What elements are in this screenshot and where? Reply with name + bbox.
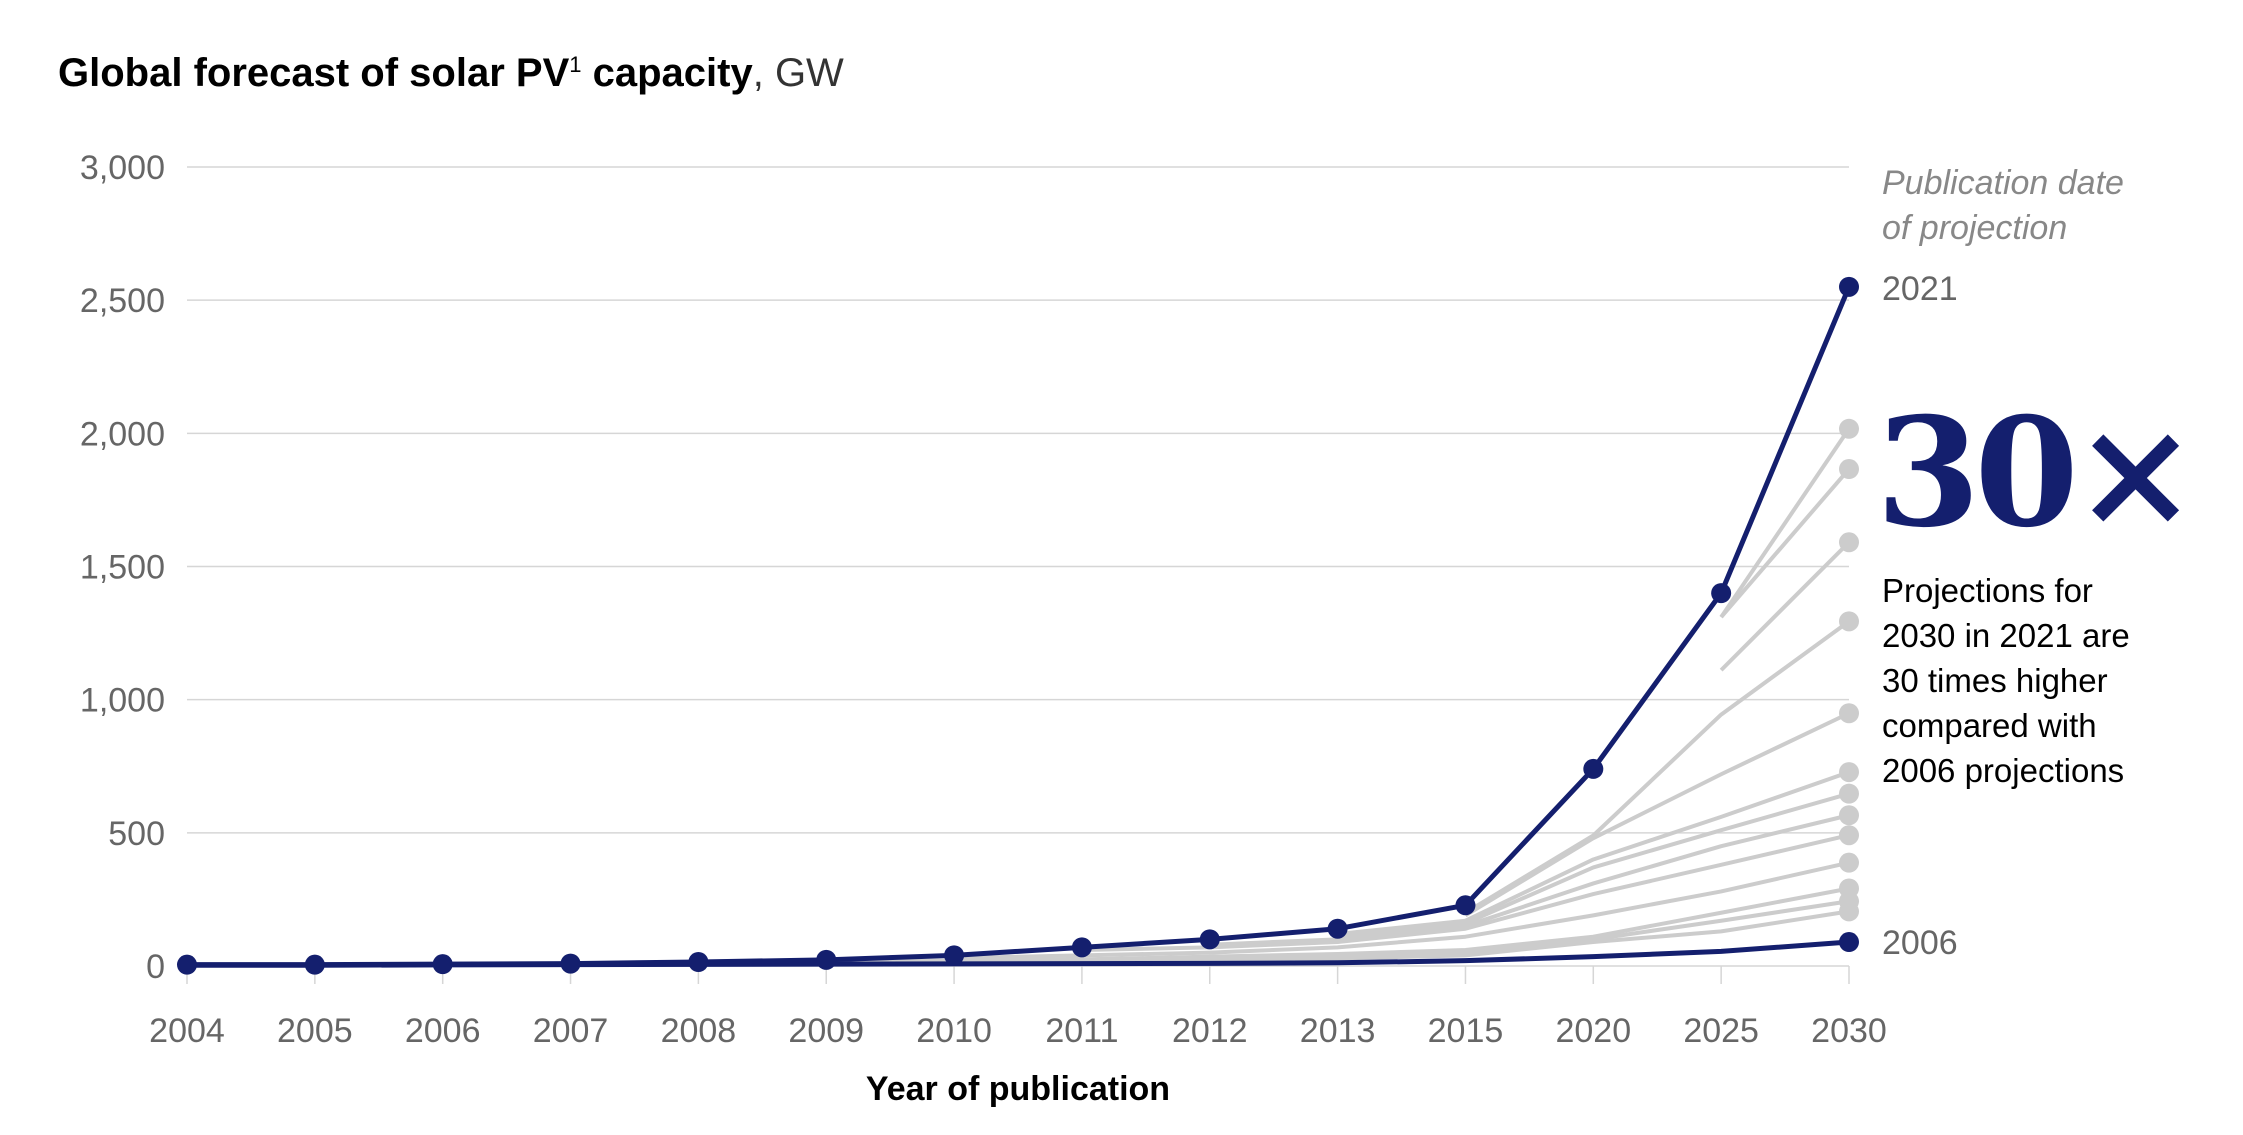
- series-line: [1081, 833, 1850, 953]
- chart-title-superscript: 1: [569, 52, 581, 77]
- y-tick-label: 500: [108, 815, 165, 853]
- data-point: [1839, 783, 1859, 804]
- chart-title: Global forecast of solar PV1 capacity, G…: [58, 51, 844, 95]
- data-point: [816, 949, 837, 970]
- data-point: [944, 945, 965, 966]
- x-tick-label: 2006: [405, 1012, 481, 1050]
- data-point: [1583, 758, 1604, 779]
- series-line: [1209, 813, 1850, 947]
- data-point: [1839, 459, 1859, 480]
- data-point: [1071, 937, 1092, 958]
- data-point: [1839, 901, 1859, 922]
- x-tick-label: 2005: [277, 1012, 353, 1050]
- x-tick-label: 2007: [533, 1012, 609, 1050]
- data-point: [432, 954, 453, 975]
- legend-heading-line2: of projection: [1882, 209, 2067, 247]
- y-tick-label: 3,000: [80, 149, 165, 187]
- series-projection: [1719, 532, 1859, 672]
- highlight-series-group: [177, 276, 1859, 975]
- x-tick-label: 2020: [1555, 1012, 1631, 1050]
- x-tick-label: 2004: [149, 1012, 225, 1050]
- data-point: [1839, 276, 1859, 297]
- x-tick-label: 2009: [788, 1012, 864, 1050]
- x-tick-label: 2008: [661, 1012, 737, 1050]
- callout-line2: 2030 in 2021 are: [1882, 617, 2130, 654]
- series-projection: [1209, 805, 1859, 947]
- data-point: [1839, 418, 1859, 439]
- data-point: [1839, 805, 1859, 826]
- data-point: [1839, 532, 1859, 553]
- grey-series-group: [570, 418, 1859, 966]
- callout-line1: Projections for: [1882, 572, 2093, 609]
- data-point: [560, 953, 581, 974]
- data-point: [688, 952, 709, 973]
- series-line: [1719, 427, 1851, 619]
- x-tick-label: 2013: [1300, 1012, 1376, 1050]
- callout-line5: 2006 projections: [1882, 752, 2124, 789]
- series-line: [1464, 619, 1851, 915]
- data-point: [1839, 932, 1859, 953]
- callout-line3: 30 times higher: [1882, 662, 2108, 699]
- series-projection: [1719, 459, 1859, 619]
- legend-heading-line1: Publication date: [1882, 164, 2124, 202]
- x-tick-label: 2030: [1811, 1012, 1887, 1050]
- data-point: [177, 954, 197, 975]
- callout-30x: 30×: [1876, 385, 2192, 561]
- y-axis-ticks: 0 500 1,000 1,500 2,000 2,500 3,000: [80, 149, 165, 986]
- data-point: [1711, 583, 1732, 604]
- series-label-2006: 2006: [1882, 924, 1958, 962]
- x-tick-label: 2010: [916, 1012, 992, 1050]
- series-line: [187, 285, 1852, 968]
- data-point: [1839, 703, 1859, 724]
- series-line: [1464, 711, 1850, 918]
- x-tick-label: 2025: [1683, 1012, 1759, 1050]
- y-tick-label: 2,500: [80, 282, 165, 320]
- series-line: [954, 860, 1850, 961]
- y-tick-label: 0: [146, 948, 165, 986]
- series-projection: [954, 852, 1859, 961]
- series-projection: [1337, 762, 1859, 937]
- series-line: [1719, 540, 1851, 672]
- data-point: [1839, 825, 1859, 846]
- series-projection: [1337, 783, 1859, 939]
- callout-line4: compared with: [1882, 707, 2097, 744]
- series-2021: [177, 276, 1859, 975]
- data-point: [1839, 852, 1859, 873]
- series-projection: [1719, 418, 1859, 619]
- series-projection: [1464, 611, 1859, 915]
- x-tick-label: 2015: [1428, 1012, 1504, 1050]
- x-axis-label: Year of publication: [866, 1070, 1170, 1108]
- data-point: [304, 954, 325, 975]
- series-projection: [1464, 703, 1859, 918]
- data-point: [1455, 895, 1476, 916]
- y-tick-label: 2,000: [80, 415, 165, 453]
- x-tick-label: 2011: [1045, 1012, 1118, 1050]
- data-point: [1327, 918, 1348, 939]
- y-tick-label: 1,000: [80, 682, 165, 720]
- series-line: [1719, 467, 1851, 619]
- chart-title-rest: capacity: [582, 51, 754, 95]
- series-line: [1337, 791, 1850, 939]
- x-axis-ticks: 2004 2005 2006 2007 2008 2009 2010 2011 2012 2013…: [149, 966, 1887, 1050]
- data-point: [1199, 929, 1220, 950]
- series-label-2021: 2021: [1882, 270, 1958, 308]
- data-point: [1839, 762, 1859, 783]
- x-tick-label: 2012: [1172, 1012, 1248, 1050]
- chart-title-unit: , GW: [753, 51, 844, 95]
- gridlines: [187, 166, 1849, 967]
- series-line: [1337, 770, 1850, 937]
- data-point: [1839, 611, 1859, 632]
- y-tick-label: 1,500: [80, 549, 165, 587]
- chart-title-main: Global forecast of solar PV: [58, 51, 570, 95]
